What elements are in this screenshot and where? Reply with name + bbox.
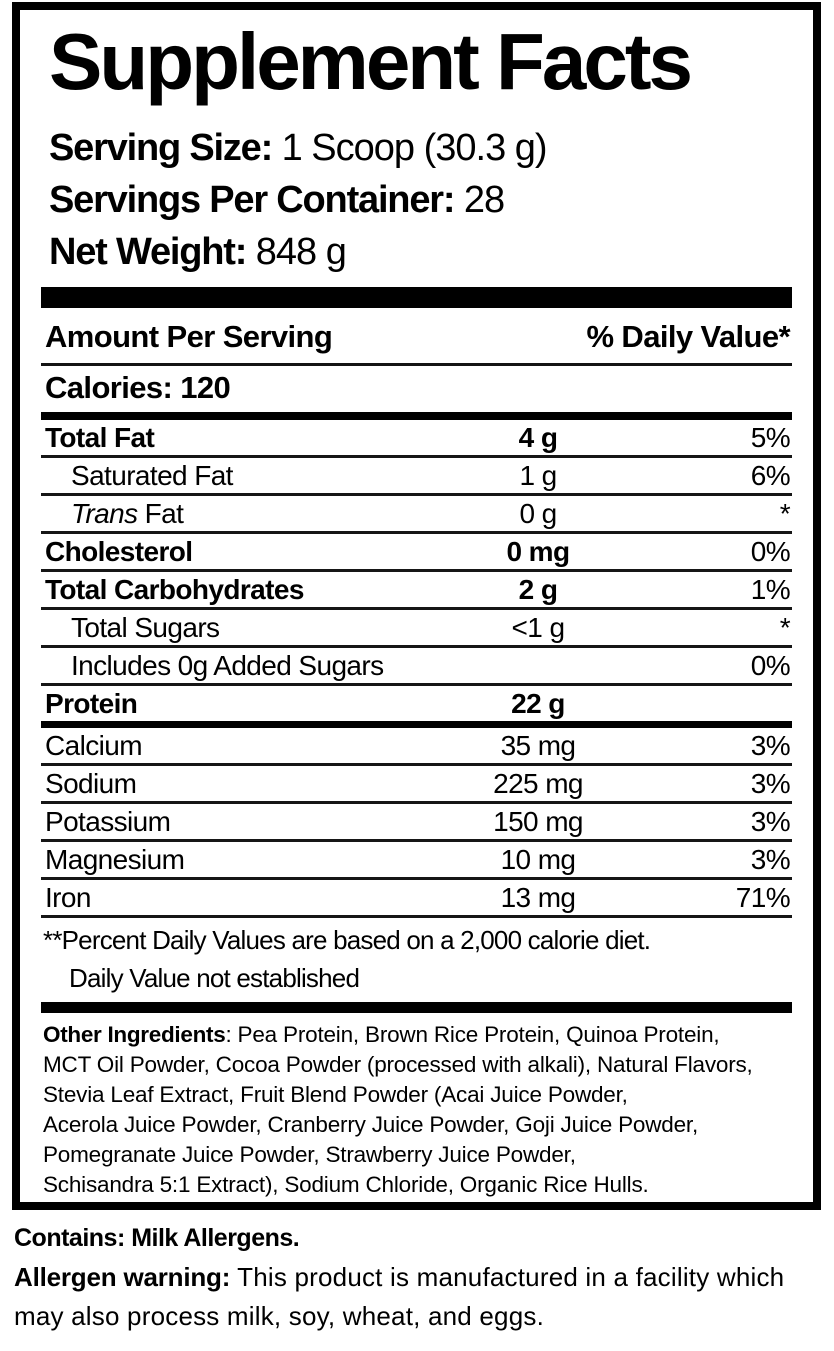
amount-per-serving-header: Amount Per Serving <box>45 319 333 354</box>
allergen-warning: Allergen warning: This product is manufa… <box>14 1258 822 1336</box>
table-header: Amount Per Serving % Daily Value* <box>41 308 792 363</box>
nutrient-row: Sodium 225 mg 3% <box>41 766 792 801</box>
nutrient-amount: <1 g <box>511 611 565 643</box>
nutrient-row: Potassium 150 mg 3% <box>41 804 792 839</box>
allergen-warning-text: This product is manufactured in a facili… <box>14 1262 785 1331</box>
nutrient-amount: 150 mg <box>493 805 583 837</box>
serving-size-label: Serving Size: <box>49 127 273 169</box>
nutrient-row: Total Fat 4 g 5% <box>41 420 792 455</box>
nutrient-amount: 0 mg <box>506 535 571 567</box>
nutrient-name: Sodium <box>45 767 137 799</box>
nutrient-row: Protein 22 g <box>41 686 792 721</box>
nutrient-row: Total Carbohydrates 2 g 1% <box>41 572 792 607</box>
supplement-facts-panel: Supplement Facts Serving Size: 1 Scoop (… <box>12 2 821 1210</box>
nutrient-name: Trans Fat <box>71 497 184 529</box>
serving-size-value: 1 Scoop (30.3 g) <box>272 127 548 169</box>
nutrient-daily-value: 5% <box>750 421 791 453</box>
nutrient-row: Calcium 35 mg 3% <box>41 728 792 763</box>
daily-value-footnote: **Percent Daily Values are based on a 2,… <box>43 925 651 955</box>
nutrient-name: Total Fat <box>45 421 155 453</box>
nutrient-amount: 22 g <box>511 687 565 719</box>
nutrient-row: Iron 13 mg 71% <box>41 880 792 915</box>
nutrient-row: Total Sugars <1 g * <box>41 610 792 645</box>
nutrient-daily-value: 3% <box>750 729 791 761</box>
row-separator <box>41 531 792 534</box>
nutrient-row: Includes 0g Added Sugars 0% <box>41 648 792 683</box>
nutrient-name: Includes 0g Added Sugars <box>71 649 384 681</box>
nutrient-daily-value: 0% <box>750 535 791 567</box>
row-separator <box>41 877 792 880</box>
nutrient-amount: 13 mg <box>500 881 576 913</box>
net-weight-line: Net Weight: 848 g <box>49 226 792 278</box>
nutrient-daily-value: 71% <box>735 881 791 913</box>
footnote-block: **Percent Daily Values are based on a 2,… <box>41 918 792 1002</box>
nutrient-table: Total Fat 4 g 5% Saturated Fat 1 g 6% Trans Fa… <box>41 420 792 918</box>
dv-not-established-footnote: Daily Value not established <box>69 963 360 993</box>
nutrient-amount: 0 g <box>519 497 557 529</box>
nutrient-name: Calcium <box>45 729 143 761</box>
nutrient-daily-value: * <box>779 497 791 529</box>
servings-per-container-value: 28 <box>454 179 505 221</box>
nutrient-row: Magnesium 10 mg 3% <box>41 842 792 877</box>
panel-title: Supplement Facts <box>49 17 693 106</box>
net-weight-label: Net Weight: <box>49 231 247 273</box>
row-separator <box>41 607 792 610</box>
serving-info: Serving Size: 1 Scoop (30.3 g) Servings … <box>49 122 792 278</box>
nutrient-name: Iron <box>45 881 91 913</box>
row-separator <box>41 645 792 648</box>
nutrient-daily-value: 1% <box>750 573 791 605</box>
nutrient-name: Total Carbohydrates <box>45 573 304 605</box>
servings-per-container-line: Servings Per Container: 28 <box>49 174 792 226</box>
calories-line: Calories: 120 <box>45 370 231 405</box>
nutrient-name: Saturated Fat <box>71 459 233 491</box>
nutrient-daily-value: 0% <box>750 649 791 681</box>
nutrient-amount: 2 g <box>518 573 558 605</box>
row-separator <box>41 915 792 918</box>
ingredients-divider-bar <box>41 1002 792 1013</box>
nutrient-row: Cholesterol 0 mg 0% <box>41 534 792 569</box>
other-ingredients: Other Ingredients: Pea Protein, Brown Ri… <box>43 1022 753 1197</box>
row-separator <box>41 839 792 842</box>
daily-value-header: % Daily Value* <box>586 319 790 354</box>
row-separator <box>41 721 792 728</box>
nutrient-amount: 4 g <box>518 421 558 453</box>
nutrient-daily-value: 3% <box>750 767 791 799</box>
nutrient-amount: 10 mg <box>500 843 576 875</box>
nutrient-daily-value: 3% <box>750 805 791 837</box>
nutrient-name: Cholesterol <box>45 535 193 567</box>
other-ingredients-label: Other Ingredients <box>43 1022 226 1047</box>
contains-statement: Contains: Milk Allergens. <box>14 1224 300 1252</box>
nutrient-amount: 225 mg <box>493 767 583 799</box>
nutrient-daily-value: 6% <box>750 459 791 491</box>
row-separator <box>41 455 792 458</box>
nutrient-name: Potassium <box>45 805 171 837</box>
row-separator <box>41 569 792 572</box>
net-weight-value: 848 g <box>246 231 347 273</box>
nutrient-daily-value: * <box>779 611 791 643</box>
nutrient-row: Saturated Fat 1 g 6% <box>41 458 792 493</box>
nutrient-name: Protein <box>45 687 138 719</box>
nutrient-daily-value: 3% <box>750 843 791 875</box>
top-divider-bar <box>41 287 792 308</box>
row-separator <box>41 763 792 766</box>
row-separator <box>41 683 792 686</box>
allergen-warning-label: Allergen warning: <box>14 1262 231 1292</box>
servings-per-container-label: Servings Per Container: <box>49 179 456 221</box>
serving-size-line: Serving Size: 1 Scoop (30.3 g) <box>49 122 792 174</box>
row-separator <box>41 493 792 496</box>
nutrient-name: Total Sugars <box>71 611 220 643</box>
nutrient-name: Magnesium <box>45 843 185 875</box>
calories-rule <box>41 412 792 420</box>
nutrient-amount: 35 mg <box>500 729 576 761</box>
header-rule <box>41 363 792 366</box>
nutrient-row: Trans Fat 0 g * <box>41 496 792 531</box>
row-separator <box>41 801 792 804</box>
nutrient-amount: 1 g <box>519 459 557 491</box>
